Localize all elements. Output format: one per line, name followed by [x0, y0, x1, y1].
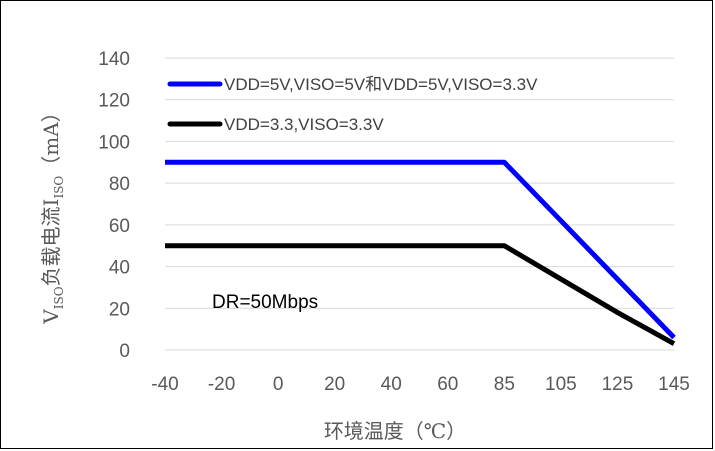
- series-line-1: [165, 243, 676, 346]
- x-tick-label: 105: [545, 374, 577, 395]
- x-axis-ticks: -40 -20 0 20 40 60 85 105 125 145: [151, 374, 690, 395]
- gridlines: [165, 57, 674, 351]
- x-tick-label: 125: [602, 374, 634, 395]
- x-tick-label: -40: [151, 374, 178, 395]
- x-tick-label: 20: [324, 374, 345, 395]
- series-line-0: [165, 159, 676, 340]
- legend-label: VDD=5V,VISO=5V和VDD=5V,VISO=3.3V: [224, 75, 538, 94]
- y-tick-label: 120: [98, 91, 130, 112]
- chart-annotation: DR=50Mbps: [212, 292, 318, 313]
- x-tick-label: 60: [437, 374, 458, 395]
- x-tick-label: 85: [494, 374, 515, 395]
- x-axis-title: 环境温度（℃）: [324, 419, 466, 443]
- y-tick-label: 140: [98, 49, 130, 70]
- y-tick-label: 100: [98, 132, 130, 153]
- svg-text:VISO负载电流IISO（mA）: VISO负载电流IISO（mA）: [39, 102, 66, 324]
- y-tick-label: 60: [109, 216, 130, 237]
- y-tick-label: 20: [109, 299, 130, 320]
- y-axis-title: VISO负载电流IISO（mA）: [39, 102, 66, 324]
- series-lines: [165, 159, 676, 346]
- x-tick-label: -20: [208, 374, 235, 395]
- x-tick-label: 40: [381, 374, 402, 395]
- x-tick-label: 0: [273, 374, 284, 395]
- y-axis-ticks: 0 20 40 60 80 100 120 140: [98, 49, 130, 362]
- y-tick-label: 0: [119, 341, 130, 362]
- legend-label: VDD=3.3,VISO=3.3V: [224, 115, 384, 134]
- x-tick-label: 145: [658, 374, 690, 395]
- y-tick-label: 40: [109, 258, 130, 279]
- y-tick-label: 80: [109, 174, 130, 195]
- legend: VDD=5V,VISO=5V和VDD=5V,VISO=3.3V VDD=3.3,…: [167, 75, 538, 134]
